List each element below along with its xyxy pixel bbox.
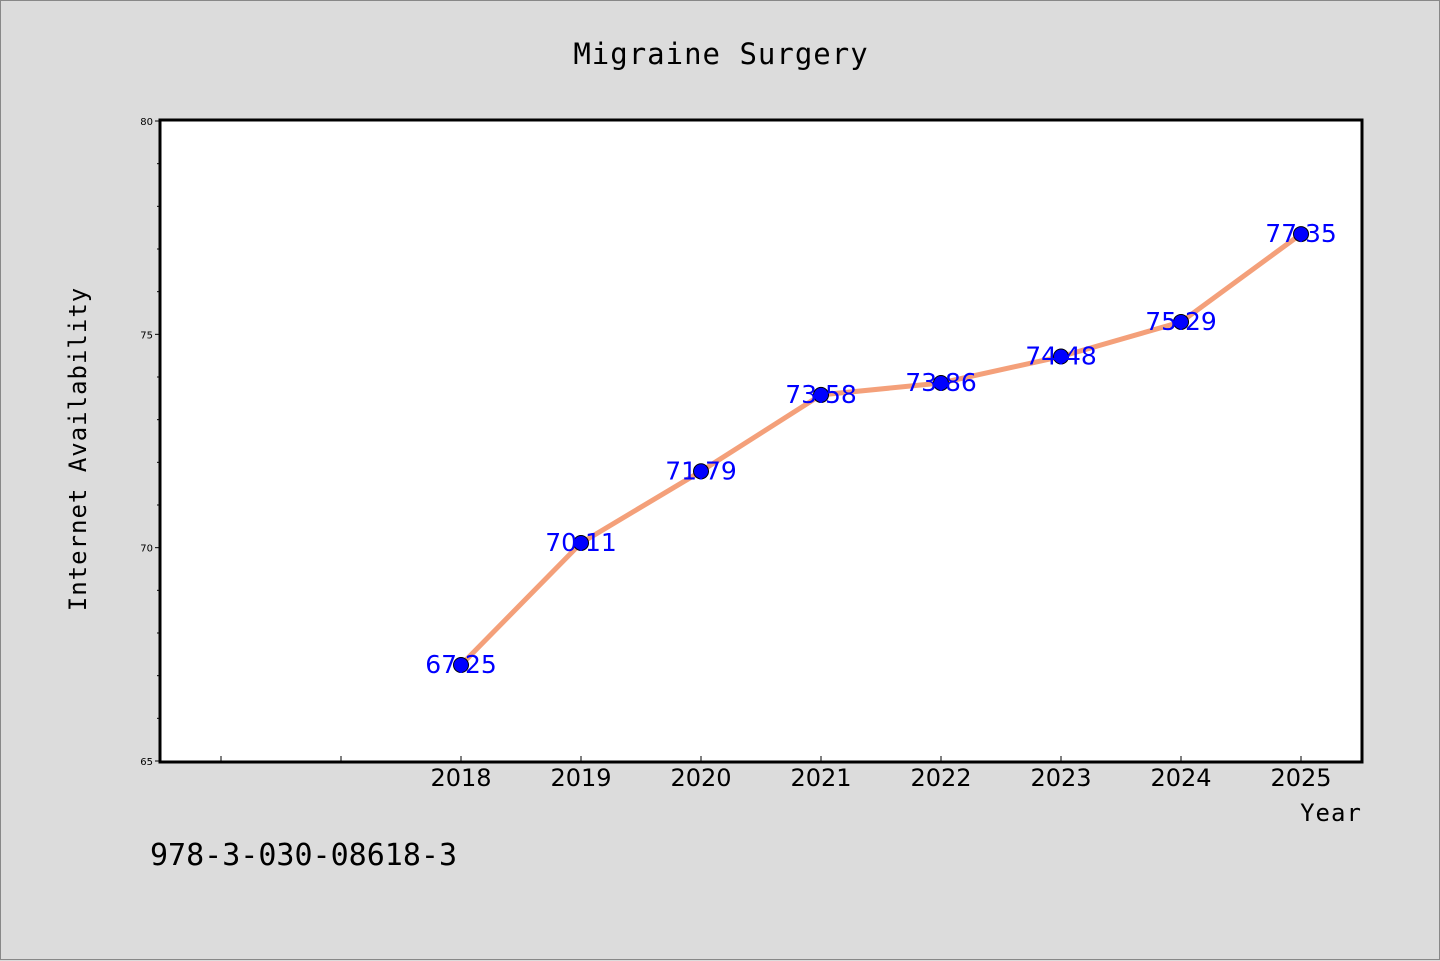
data-point [1173, 313, 1189, 330]
data-point [693, 463, 709, 480]
isbn-text: 978-3-030-08618-3 [150, 838, 457, 873]
x-tick-label: 2020 [670, 764, 731, 792]
data-labels: 67.25 70.11 71.79 73.58 73.86 74.48 75.29 77.35 [425, 219, 1337, 679]
y-tick-label: 70 [140, 544, 153, 555]
data-label: 71.79 [665, 456, 737, 485]
data-label: 73.86 [905, 368, 977, 397]
y-tick-label: 65 [140, 757, 153, 768]
data-point [453, 657, 469, 673]
series-markers [453, 226, 1309, 673]
y-axis-label: Internet Availability [64, 287, 92, 611]
data-point [933, 374, 949, 391]
data-label: 70.11 [545, 528, 617, 557]
data-point [813, 386, 829, 403]
x-axis-label: Year [1300, 799, 1362, 827]
x-tick-label: 2022 [910, 764, 971, 792]
data-label: 74.48 [1025, 342, 1097, 371]
x-tick-label: 2023 [1030, 764, 1091, 792]
data-point [573, 534, 589, 551]
y-tick-label: 80 [140, 117, 153, 128]
x-tick-label: 2025 [1270, 764, 1331, 792]
y-axis: 65 70 75 80 [140, 117, 161, 768]
data-label: 67.25 [425, 650, 497, 679]
y-tick-label: 75 [140, 330, 153, 341]
x-tick-label: 2019 [550, 764, 611, 792]
x-axis: 2018 2019 2020 2021 2022 2023 2024 2025 [220, 756, 1332, 792]
data-label: 73.58 [785, 380, 857, 409]
data-label: 75.29 [1145, 307, 1217, 336]
data-point [1293, 226, 1309, 243]
x-tick-label: 2024 [1150, 764, 1211, 792]
x-tick-label: 2021 [790, 764, 851, 792]
data-point [1053, 348, 1069, 365]
x-tick-label: 2018 [430, 764, 491, 792]
data-label: 77.35 [1265, 219, 1337, 248]
chart-title: Migraine Surgery [573, 37, 868, 71]
plot-area [158, 118, 1364, 764]
series-line [459, 232, 1303, 667]
